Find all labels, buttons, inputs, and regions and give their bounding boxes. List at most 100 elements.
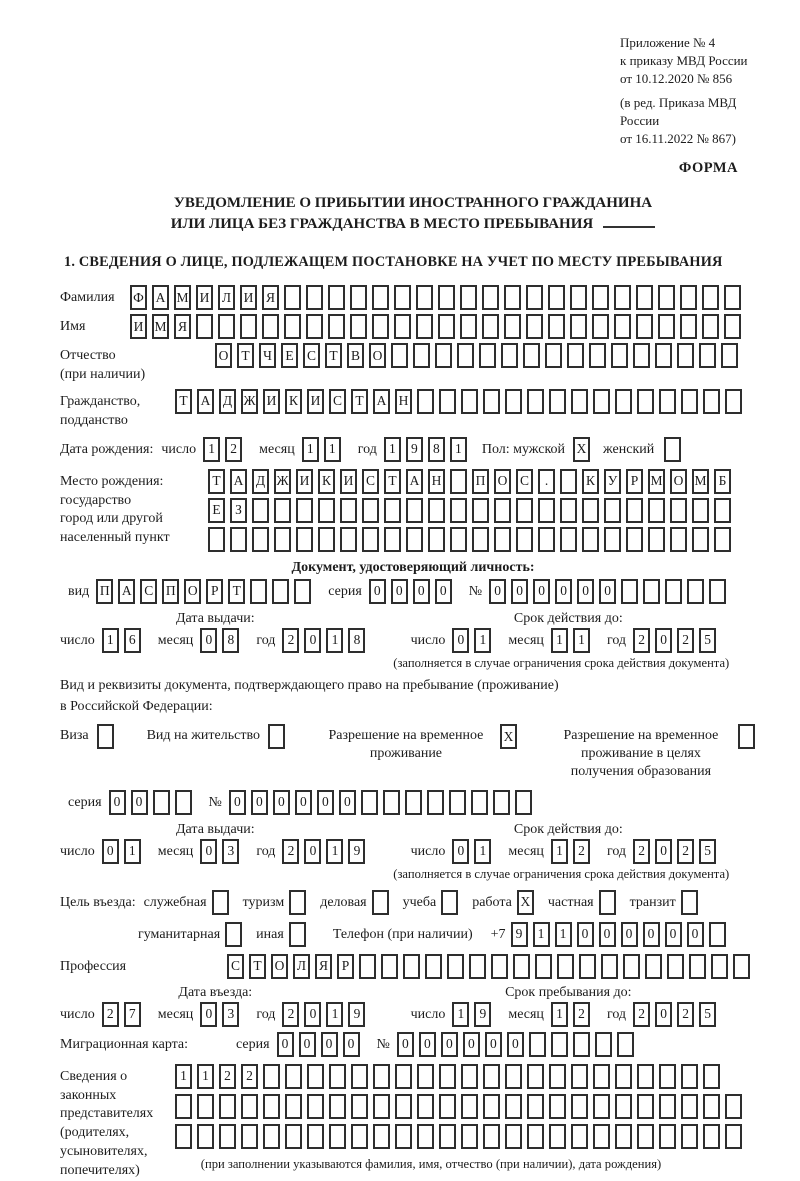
- firstname-char-box[interactable]: [218, 314, 235, 340]
- firstname-char-box[interactable]: [196, 314, 213, 340]
- firstname-char-box[interactable]: Я: [174, 314, 191, 340]
- birth-year-box[interactable]: 8: [427, 436, 445, 462]
- identity-issue-month-box[interactable]: 8: [222, 627, 240, 653]
- patronymic-char-box[interactable]: Т: [325, 343, 342, 369]
- residence-valid-year-box[interactable]: 2: [633, 838, 651, 864]
- surname-char-box[interactable]: Л: [218, 285, 235, 311]
- patronymic-char-box[interactable]: [721, 343, 738, 369]
- birthplace-row2-box[interactable]: [296, 497, 313, 523]
- firstname-char-box[interactable]: [416, 314, 433, 340]
- surname-char-box[interactable]: [438, 285, 455, 311]
- citizenship-char-box[interactable]: [659, 388, 676, 414]
- identity-doc-number-box[interactable]: [709, 578, 727, 604]
- birthplace-row3-box[interactable]: [560, 526, 577, 552]
- birth-month-box[interactable]: 1: [323, 436, 341, 462]
- representatives-row3-box[interactable]: [439, 1123, 456, 1149]
- identity-doc-type-box[interactable]: С: [140, 578, 158, 604]
- birthplace-row3-box[interactable]: [670, 526, 687, 552]
- surname-char-box[interactable]: [416, 285, 433, 311]
- migration-number-box[interactable]: 0: [462, 1031, 480, 1057]
- residence-valid-day-box[interactable]: 1: [474, 838, 492, 864]
- citizenship-char-box[interactable]: С: [329, 388, 346, 414]
- surname-char-box[interactable]: [460, 285, 477, 311]
- residence-series-box[interactable]: [152, 789, 170, 815]
- firstname-char-box[interactable]: М: [152, 314, 169, 340]
- citizenship-char-box[interactable]: [593, 388, 610, 414]
- entry-day-box[interactable]: 7: [123, 1001, 141, 1027]
- identity-valid-day-box[interactable]: 0: [452, 627, 470, 653]
- representatives-row1-box[interactable]: [681, 1063, 698, 1089]
- migration-number-box[interactable]: 0: [484, 1031, 502, 1057]
- migration-number-box[interactable]: 0: [418, 1031, 436, 1057]
- birthplace-row1-box[interactable]: О: [670, 468, 687, 494]
- representatives-row2-box[interactable]: [417, 1093, 434, 1119]
- visa-checkbox[interactable]: [96, 724, 114, 750]
- birthplace-row1-box[interactable]: Т: [208, 468, 225, 494]
- representatives-row3-box[interactable]: [373, 1123, 390, 1149]
- representatives-row2-box[interactable]: [197, 1093, 214, 1119]
- representatives-row3-box[interactable]: [219, 1123, 236, 1149]
- purpose-official-checkbox[interactable]: [211, 889, 229, 915]
- representatives-row3-box[interactable]: [395, 1123, 412, 1149]
- representatives-row2-box[interactable]: [373, 1093, 390, 1119]
- identity-doc-type-box[interactable]: Р: [206, 578, 224, 604]
- representatives-row2-box[interactable]: [703, 1093, 720, 1119]
- migration-series-box[interactable]: 0: [320, 1031, 338, 1057]
- birthplace-row3-box[interactable]: [472, 526, 489, 552]
- residence-issue-month-box[interactable]: 0: [200, 838, 218, 864]
- identity-doc-type-box[interactable]: О: [184, 578, 202, 604]
- representatives-row2-box[interactable]: [615, 1093, 632, 1119]
- identity-doc-type-box[interactable]: [272, 578, 290, 604]
- citizenship-char-box[interactable]: [725, 388, 742, 414]
- stay-month-box[interactable]: 2: [572, 1001, 590, 1027]
- stay-year-box[interactable]: 0: [655, 1001, 673, 1027]
- profession-char-box[interactable]: [491, 953, 508, 979]
- representatives-row1-box[interactable]: [263, 1063, 280, 1089]
- birthplace-row3-box[interactable]: [208, 526, 225, 552]
- patronymic-char-box[interactable]: [545, 343, 562, 369]
- profession-char-box[interactable]: Я: [315, 953, 332, 979]
- representatives-row2-box[interactable]: [637, 1093, 654, 1119]
- residence-number-box[interactable]: 0: [228, 789, 246, 815]
- profession-char-box[interactable]: [689, 953, 706, 979]
- patronymic-char-box[interactable]: [611, 343, 628, 369]
- firstname-char-box[interactable]: [724, 314, 741, 340]
- representatives-row3-box[interactable]: [703, 1123, 720, 1149]
- citizenship-char-box[interactable]: А: [197, 388, 214, 414]
- firstname-char-box[interactable]: [372, 314, 389, 340]
- birthplace-row1-box[interactable]: [450, 468, 467, 494]
- residence-number-box[interactable]: [426, 789, 444, 815]
- representatives-row3-box[interactable]: [263, 1123, 280, 1149]
- representatives-row2-box[interactable]: [307, 1093, 324, 1119]
- representatives-row3-box[interactable]: [637, 1123, 654, 1149]
- citizenship-char-box[interactable]: [681, 388, 698, 414]
- patronymic-char-box[interactable]: [655, 343, 672, 369]
- identity-doc-type-box[interactable]: А: [118, 578, 136, 604]
- birthplace-row1-box[interactable]: У: [604, 468, 621, 494]
- surname-char-box[interactable]: [658, 285, 675, 311]
- stay-day-box[interactable]: 1: [452, 1001, 470, 1027]
- birthplace-row1-box[interactable]: С: [362, 468, 379, 494]
- identity-issue-month-box[interactable]: 0: [200, 627, 218, 653]
- residence-valid-day-box[interactable]: 0: [452, 838, 470, 864]
- patronymic-char-box[interactable]: Т: [237, 343, 254, 369]
- birthplace-row3-box[interactable]: [384, 526, 401, 552]
- birthplace-row3-box[interactable]: [318, 526, 335, 552]
- representatives-row3-box[interactable]: [527, 1123, 544, 1149]
- representatives-row3-box[interactable]: [615, 1123, 632, 1149]
- identity-valid-year-box[interactable]: 2: [677, 627, 695, 653]
- identity-issue-year-box[interactable]: 1: [326, 627, 344, 653]
- residence-issue-year-box[interactable]: 9: [348, 838, 366, 864]
- identity-valid-month-box[interactable]: 1: [572, 627, 590, 653]
- patronymic-char-box[interactable]: [391, 343, 408, 369]
- representatives-row2-box[interactable]: [351, 1093, 368, 1119]
- representatives-row1-box[interactable]: [285, 1063, 302, 1089]
- representatives-row2-box[interactable]: [483, 1093, 500, 1119]
- surname-char-box[interactable]: [570, 285, 587, 311]
- surname-char-box[interactable]: М: [174, 285, 191, 311]
- birthplace-row3-box[interactable]: [626, 526, 643, 552]
- birthplace-row1-box[interactable]: О: [494, 468, 511, 494]
- purpose-tourism-checkbox[interactable]: [289, 889, 307, 915]
- profession-char-box[interactable]: [359, 953, 376, 979]
- firstname-char-box[interactable]: [548, 314, 565, 340]
